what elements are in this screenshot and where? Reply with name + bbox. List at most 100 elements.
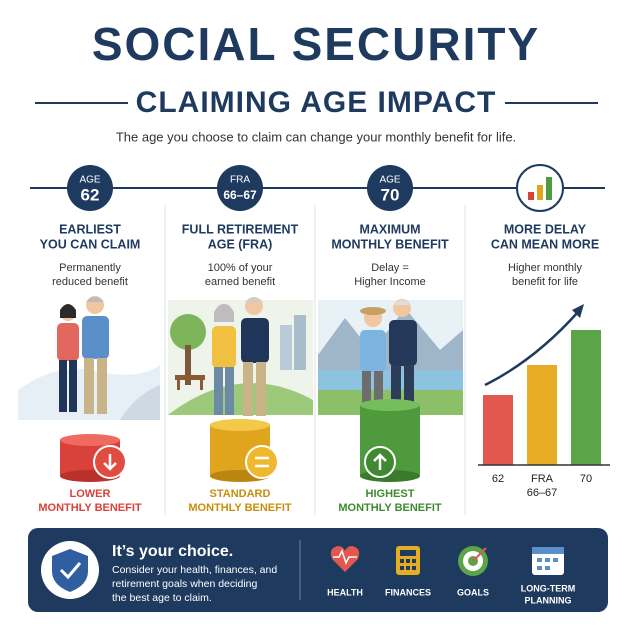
badge-value: 62 <box>81 185 100 204</box>
illustration-early-part <box>60 304 76 318</box>
illustration-max-part <box>362 371 371 415</box>
badge-part <box>537 185 543 200</box>
coin-stack-high-part <box>373 453 387 470</box>
illustration-fra-part <box>168 383 313 415</box>
column-heading: MAXIMUM <box>359 222 420 236</box>
footer-body: retirement goals when deciding <box>112 578 257 590</box>
illustration-max-part <box>389 320 417 366</box>
badge-part <box>67 165 113 211</box>
growth-illustration-part <box>571 330 601 465</box>
result-label: LOWER <box>70 488 111 500</box>
illustration-fra-part <box>243 362 253 416</box>
title: SOCIAL SECURITY <box>92 18 540 70</box>
column-description: Higher Income <box>354 276 426 288</box>
footer-panel-part <box>406 566 410 570</box>
illustration-max-part <box>360 307 386 315</box>
growth-illustration-part <box>483 395 513 465</box>
illustration-max-part <box>318 370 463 390</box>
footer-panel-part <box>400 566 404 570</box>
icon-label: LONG-TERM <box>521 583 576 593</box>
illustration-fra-part <box>175 375 205 380</box>
footer-panel-part <box>406 559 410 563</box>
column-description: reduced benefit <box>52 276 128 288</box>
badge-label: AGE <box>79 175 100 186</box>
illustration-fra-part <box>214 367 223 415</box>
result-label: MONTHLY BENEFIT <box>188 502 292 514</box>
badge-value: 70 <box>381 185 400 204</box>
footer-panel <box>28 528 608 612</box>
illustration-fra-part <box>170 314 206 350</box>
result-label: MONTHLY BENEFIT <box>338 502 442 514</box>
chart-label: 66–67 <box>527 487 558 499</box>
chart-label: 62 <box>492 473 504 485</box>
illustration-early-part <box>69 360 77 412</box>
timeline <box>30 187 605 515</box>
badge-part <box>217 165 263 211</box>
tagline: The age you choose to claim can change y… <box>116 129 516 144</box>
coin-stack-standard-part <box>210 419 270 431</box>
coin-stack-low-part <box>103 454 117 471</box>
column-heading: YOU CAN CLAIM <box>40 237 141 251</box>
illustration-fra-part <box>280 325 292 370</box>
footer-panel-part <box>52 549 88 592</box>
footer-panel-part <box>553 558 558 562</box>
illustration-early-part <box>82 316 109 359</box>
footer-panel-part <box>472 547 487 562</box>
column-heading: MORE DELAY <box>504 222 587 236</box>
illustration-fra <box>168 297 313 416</box>
illustration-early <box>18 296 160 420</box>
illustration-max-part <box>360 330 386 372</box>
footer-panel-part <box>400 559 404 563</box>
coin-stack-high-part <box>360 399 420 411</box>
icon-label: HEALTH <box>327 587 363 597</box>
illustration-early-part <box>59 360 67 412</box>
footer-panel-part <box>412 559 416 563</box>
illustration-max-part <box>391 365 401 415</box>
footer-panel-part <box>59 562 82 580</box>
footer-title: It’s your choice. <box>112 543 233 560</box>
illustration-fra-part <box>294 315 306 370</box>
column-heading: AGE (FRA) <box>208 237 273 251</box>
result-label: MONTHLY BENEFIT <box>38 502 142 514</box>
chart-label: 70 <box>580 473 592 485</box>
column-heading: CAN MEAN MORE <box>491 237 599 251</box>
footer-panel-part <box>545 558 550 562</box>
footer-panel-part <box>412 566 416 570</box>
badge-part <box>528 192 534 200</box>
illustration-fra-part <box>214 304 234 322</box>
footer-body: the best age to claim. <box>112 592 212 604</box>
footer-body: Consider your health, finances, and <box>112 564 277 576</box>
coin-stack-low-part <box>60 434 120 446</box>
illustration-early-part <box>86 297 104 302</box>
icon-label: FINANCES <box>385 587 431 597</box>
column-description: benefit for life <box>512 276 578 288</box>
coin-stack-standard <box>210 419 279 482</box>
chart-label: FRA <box>531 473 554 485</box>
coin-stack-standard-part <box>245 445 279 479</box>
illustration-max <box>318 299 463 415</box>
badge-label: AGE <box>379 175 400 186</box>
result-label: STANDARD <box>210 488 271 500</box>
coin-stack-low <box>60 434 127 482</box>
column-heading: FULL RETIREMENT <box>182 222 299 236</box>
column-heading: EARLIEST <box>59 222 121 236</box>
column-description: 100% of your <box>208 262 273 274</box>
coin-stack-high <box>360 399 420 482</box>
illustration-fra-part <box>212 326 236 368</box>
badge-label: FRA <box>230 175 250 186</box>
footer-panel-part <box>537 566 542 570</box>
growth-illustration-part <box>572 304 584 318</box>
badge-part <box>367 165 413 211</box>
column-description: earned benefit <box>205 276 275 288</box>
illustration-early-part <box>84 358 94 414</box>
result-label: HIGHEST <box>366 488 415 500</box>
subtitle: CLAIMING AGE IMPACT <box>136 86 497 119</box>
illustration-fra-part <box>185 345 191 385</box>
coin-stack-standard-part <box>255 456 269 468</box>
illustration-fra-part <box>245 297 263 302</box>
illustration-early-part <box>57 323 79 361</box>
illustration-max-part <box>393 300 411 305</box>
